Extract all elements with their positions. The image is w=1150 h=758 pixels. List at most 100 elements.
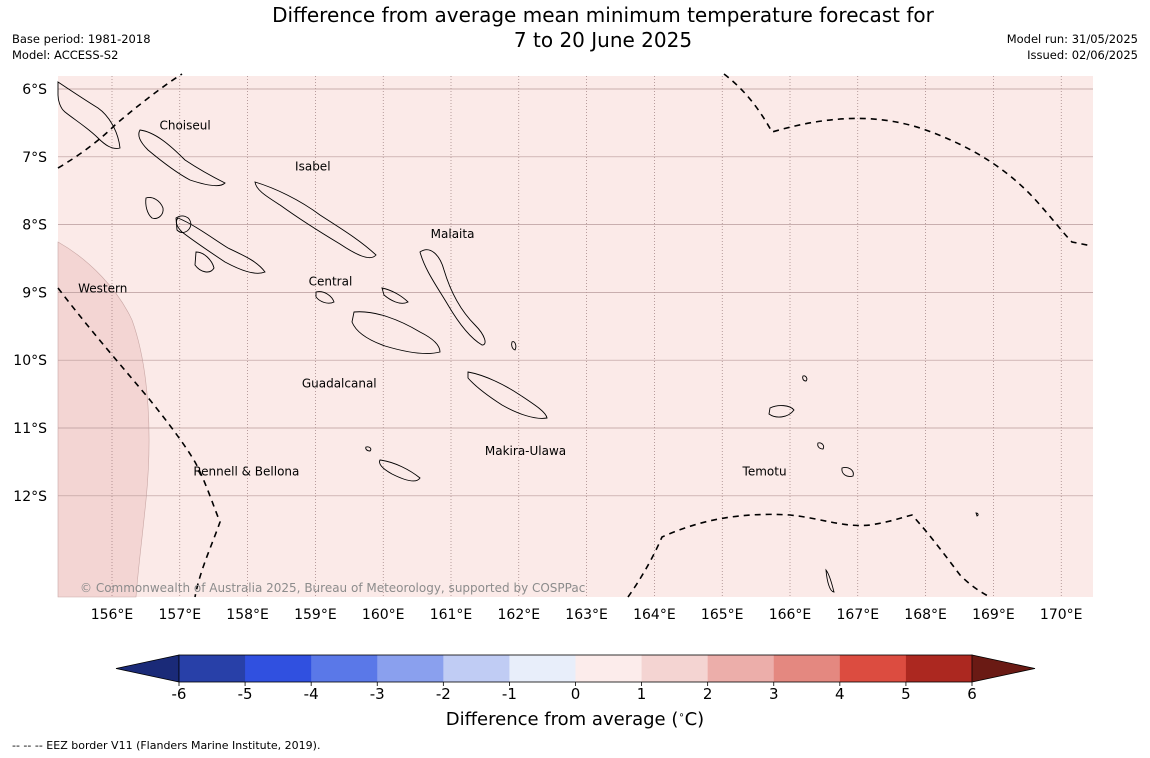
lon-tick-label: 156°E [91, 607, 134, 623]
colorbar-tick-label: 3 [769, 685, 779, 703]
florida-islands [381, 287, 409, 304]
lon-tick-label: 158°E [226, 607, 269, 623]
region-label: Rennell & Bellona [193, 464, 299, 478]
colorbar-tick-label: 2 [703, 685, 713, 703]
region-label: Makira-Ulawa [485, 444, 566, 458]
region-labels: Choiseul Isabel Malaita Western Central Guada… [78, 119, 786, 479]
colorbar: -6 -5 -4 -3 -2 -1 0 1 2 3 4 5 6 [115, 654, 1036, 703]
colorbar-title-unit: C) [684, 709, 705, 730]
bellona-island [365, 446, 372, 452]
russell-islands [315, 291, 335, 304]
issued-text: Issued: 02/06/2025 [1027, 48, 1138, 62]
malaita-island [419, 249, 486, 346]
lat-tick-label: 7°S [22, 150, 47, 166]
lat-tick-label: 10°S [13, 353, 47, 369]
rennell-island [379, 459, 421, 482]
colorbar-tick-label: -2 [436, 685, 451, 703]
ranongga-island [175, 215, 192, 233]
colorbar-swatch [311, 655, 378, 682]
choiseul-island [138, 129, 226, 187]
warm-anomaly-zone [57, 241, 150, 598]
rendova-island [194, 251, 215, 273]
eez-borders [57, 73, 1093, 598]
title-line-1: Difference from average mean minimum tem… [272, 3, 934, 27]
copyright-text: © Commonwealth of Australia 2025, Bureau… [80, 581, 585, 595]
colorbar-under-arrow [115, 654, 180, 683]
axis-tick-labels: 156°E 157°E 158°E 159°E 160°E 161°E 162°E 163°E… [13, 82, 1082, 623]
colorbar-swatch [377, 655, 444, 682]
colorbar-tick-label: -4 [304, 685, 319, 703]
coastlines [57, 81, 979, 593]
eez-border-northwest [57, 73, 183, 169]
colorbar-tick-label: 5 [901, 685, 911, 703]
region-label: Malaita [431, 227, 475, 241]
model-run-text: Model run: 31/05/2025 [1006, 32, 1138, 46]
isabel-island [254, 181, 377, 259]
lon-tick-label: 168°E [904, 607, 947, 623]
map-gridlines [58, 76, 1093, 597]
colorbar-tick-label: 1 [637, 685, 647, 703]
lat-tick-label: 6°S [22, 82, 47, 98]
chart-title: Difference from average mean minimum tem… [0, 3, 1150, 53]
meta-right: Model run: 31/05/2025 Issued: 02/06/2025 [1007, 31, 1138, 63]
lon-tick-label: 167°E [837, 607, 880, 623]
region-label: Western [78, 281, 127, 295]
region-label: Temotu [742, 464, 787, 478]
lon-tick-label: 170°E [1040, 607, 1083, 623]
lon-tick-label: 164°E [633, 607, 676, 623]
ulawa-island [511, 341, 517, 351]
map-background [58, 76, 1093, 597]
eez-border-southeast [627, 513, 991, 598]
lon-tick-label: 169°E [972, 607, 1015, 623]
model-text: Model: ACCESS-S2 [12, 48, 119, 62]
lon-tick-label: 161°E [430, 607, 473, 623]
lon-tick-label: 159°E [294, 607, 337, 623]
bougainville-island [57, 81, 121, 149]
colorbar-swatch [773, 655, 841, 682]
lat-tick-label: 8°S [22, 218, 47, 234]
colorbar-swatch [641, 655, 709, 682]
vanikoro-island [841, 467, 854, 477]
lat-tick-label: 11°S [13, 421, 47, 437]
colorbar-swatch [509, 655, 576, 682]
title-line-2: 7 to 20 June 2025 [513, 28, 693, 52]
colorbar-swatch [575, 655, 643, 682]
makira-island [467, 371, 548, 419]
duff-islands [802, 375, 808, 382]
colorbar-tick-label: 6 [967, 685, 977, 703]
lon-tick-label: 162°E [498, 607, 541, 623]
colorbar-swatch [905, 655, 973, 682]
anuta-island [975, 512, 979, 517]
lat-tick-label: 9°S [22, 285, 47, 301]
region-label: Central [309, 275, 353, 289]
lon-tick-label: 157°E [159, 607, 202, 623]
lat-tick-label: 12°S [13, 489, 47, 505]
colorbar-tick-label: 0 [571, 685, 581, 703]
colorbar-swatch [245, 655, 312, 682]
new-georgia-island [175, 217, 266, 274]
eez-border-southwest [57, 287, 221, 598]
base-period-text: Base period: 1981-2018 [12, 32, 151, 46]
colorbar-tick-label: -3 [370, 685, 385, 703]
utupua-island [817, 442, 825, 450]
degree-symbol: ∘ [678, 710, 685, 721]
region-label: Guadalcanal [302, 376, 377, 390]
eez-credit-footer: -- -- -- EEZ border V11 (Flanders Marine… [12, 739, 321, 752]
colorbar-title: Difference from average (∘C) [0, 709, 1150, 730]
santa-cruz-island [768, 405, 795, 418]
colorbar-swatch [443, 655, 510, 682]
lon-tick-label: 160°E [362, 607, 405, 623]
lon-tick-label: 163°E [565, 607, 608, 623]
colorbar-swatch [839, 655, 907, 682]
vella-lavella-island [145, 197, 164, 219]
meta-left: Base period: 1981-2018 Model: ACCESS-S2 [12, 31, 151, 63]
region-label: Choiseul [159, 119, 210, 133]
colorbar-title-text: Difference from average ( [445, 709, 679, 730]
colorbar-tick-label: -6 [172, 685, 187, 703]
lon-tick-label: 166°E [769, 607, 812, 623]
colorbar-swatch [707, 655, 775, 682]
colorbar-tick-label: -5 [238, 685, 253, 703]
colorbar-tick-label: 4 [835, 685, 845, 703]
lon-tick-label: 165°E [701, 607, 744, 623]
